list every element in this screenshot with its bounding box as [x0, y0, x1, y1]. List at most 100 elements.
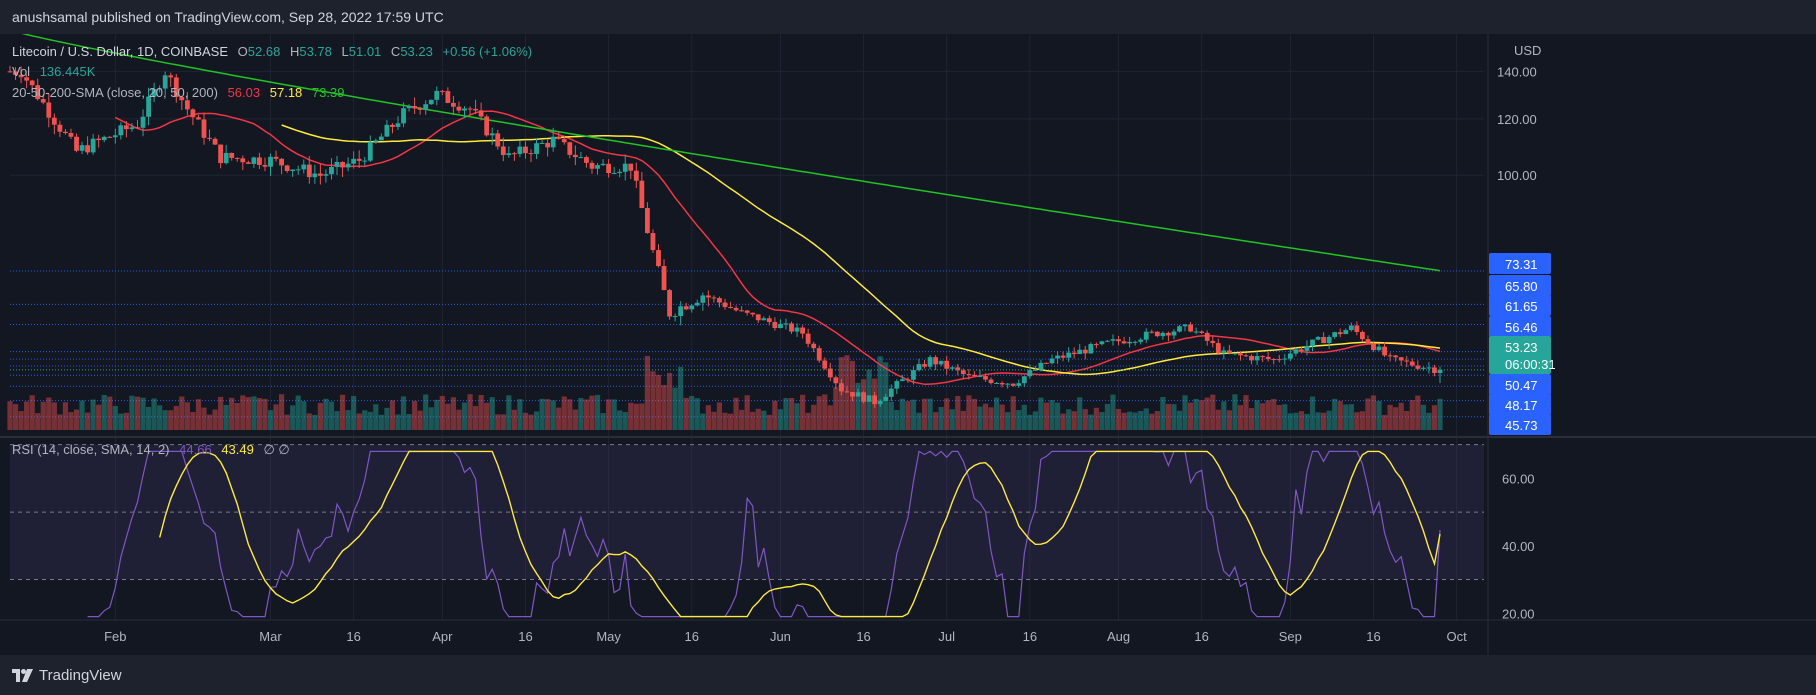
sma-label[interactable]: 20-50-200-SMA (close, 20, 50, 200) — [12, 85, 218, 100]
volume-bar — [894, 410, 900, 430]
top-bar: anushsamal published on TradingView.com,… — [0, 0, 1816, 34]
candle-body — [750, 312, 756, 315]
candle-body — [722, 302, 728, 308]
candle-body — [1382, 346, 1387, 356]
volume-bar — [1066, 409, 1072, 430]
rsi-extra-values: ∅ ∅ — [263, 442, 290, 457]
volume-bar — [478, 395, 484, 430]
candle-body — [1016, 383, 1022, 386]
candle-body — [622, 163, 628, 172]
volume-bar — [356, 413, 362, 430]
candle-body — [1082, 349, 1088, 354]
volume-bar — [1254, 400, 1260, 430]
candle-body — [262, 164, 268, 167]
trading-chart[interactable]: USD 140.00 120.00 100.00 73.31 65.80 61.65 56.4… — [0, 34, 1816, 655]
volume-bar — [428, 407, 434, 430]
candle-body — [229, 152, 235, 158]
volume-bar — [301, 401, 307, 430]
candle-body — [1038, 362, 1044, 370]
volume-bar — [179, 396, 185, 430]
candle-body — [595, 165, 600, 169]
volume-bar — [423, 394, 429, 430]
volume-bar — [1237, 405, 1244, 430]
candle-body — [955, 367, 961, 371]
volume-bar — [395, 414, 401, 430]
volume-bar — [417, 410, 423, 430]
price-tag-label: 48.17 — [1505, 398, 1538, 413]
volume-bar — [666, 372, 673, 430]
volume-bar — [1337, 401, 1343, 430]
volume-bar — [90, 399, 96, 430]
volume-bar — [206, 414, 213, 430]
volume-bar — [461, 402, 468, 430]
volume-bar — [1215, 409, 1221, 430]
candle-body — [656, 250, 661, 267]
rsi-label[interactable]: RSI (14, close, SMA, 14, 2) — [12, 442, 170, 457]
candle-body — [822, 360, 828, 369]
volume-bar — [966, 395, 972, 430]
candle-body — [861, 392, 866, 402]
volume-bar — [162, 410, 168, 430]
volume-bar — [267, 410, 274, 430]
volume-bar — [1199, 400, 1205, 430]
candle-body — [1138, 339, 1144, 342]
axis-title-usd: USD — [1514, 43, 1541, 58]
volume-bar — [339, 394, 346, 430]
candle-body — [794, 327, 800, 332]
candle-body — [467, 108, 473, 110]
volume-bar — [434, 399, 440, 430]
candle-body — [972, 374, 977, 377]
candle-body — [1149, 331, 1155, 333]
volume-bar — [772, 400, 778, 430]
candle-body — [789, 323, 794, 332]
candle-body — [412, 105, 418, 109]
volume-bar — [1082, 409, 1088, 430]
volume-bar — [578, 398, 584, 430]
volume-bar — [1381, 414, 1388, 430]
candle-body — [162, 75, 168, 89]
volume-bar — [1271, 398, 1277, 430]
tradingview-logo[interactable]: TradingView — [12, 667, 122, 684]
candle-body — [1365, 339, 1371, 344]
volume-bar — [1265, 400, 1271, 430]
candle-body — [284, 165, 290, 171]
volume-bar — [334, 411, 340, 430]
volume-bar — [1398, 402, 1404, 430]
candle-body — [855, 392, 861, 397]
volume-bar — [689, 395, 695, 430]
volume-bar — [977, 406, 983, 430]
candle-body — [428, 99, 434, 105]
volume-bar — [118, 413, 124, 430]
candle-body — [927, 357, 933, 367]
candle-body — [1143, 331, 1149, 340]
candle-body — [207, 137, 212, 139]
x-tick-label: 16 — [518, 629, 532, 644]
volume-bar — [384, 407, 390, 430]
price-tag-label: 50.47 — [1505, 378, 1538, 393]
symbol-title[interactable]: Litecoin / U.S. Dollar, 1D, COINBASE — [12, 44, 229, 59]
x-tick-label: 16 — [1194, 629, 1208, 644]
candle-body — [1049, 358, 1055, 364]
volume-bar — [766, 414, 772, 430]
volume-bar — [1248, 408, 1255, 430]
volume-bar — [960, 410, 966, 430]
volume-bar — [1332, 398, 1338, 430]
price-tag-label: 73.31 — [1505, 257, 1538, 272]
volume-bar — [949, 409, 955, 430]
volume-bar — [655, 374, 662, 430]
volume-label[interactable]: Vol — [12, 64, 31, 79]
volume-bar — [1016, 409, 1022, 430]
volume-bar — [212, 409, 218, 430]
volume-bar — [639, 403, 645, 430]
volume-bar — [51, 402, 57, 430]
volume-bar — [993, 397, 1000, 430]
volume-bar — [1426, 412, 1432, 430]
candle-body — [949, 367, 955, 369]
candle-body — [1215, 343, 1221, 354]
rsi-pane — [10, 444, 1484, 618]
volume-bar — [572, 409, 578, 430]
candle-body — [556, 136, 562, 139]
candle-body — [1409, 361, 1415, 366]
candle-body — [218, 144, 224, 164]
candle-body — [373, 140, 379, 142]
